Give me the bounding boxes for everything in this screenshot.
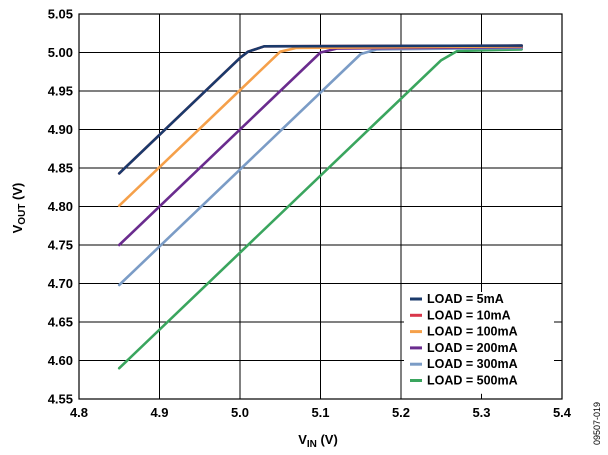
y-tick-label: 4.75 (48, 238, 73, 253)
x-axis-title-sub: IN (307, 439, 317, 450)
series-line-0 (117, 44, 524, 175)
x-tick-label: 5.0 (231, 405, 249, 420)
legend-label: LOAD = 5mA (427, 292, 504, 306)
y-tick-label: 4.85 (48, 161, 73, 176)
y-tick-label: 4.65 (48, 315, 73, 330)
y-tick-label: 4.70 (48, 276, 73, 291)
series-lines (117, 44, 524, 370)
x-axis-title-unit: (V) (317, 432, 338, 447)
y-axis-title: VOUT (V) (10, 183, 28, 234)
x-tick-label: 4.9 (150, 405, 168, 420)
legend-background (404, 292, 554, 394)
y-axis-title-sub: OUT (17, 204, 28, 225)
legend-label: LOAD = 500mA (427, 374, 518, 388)
y-tick-label: 5.05 (48, 7, 73, 22)
legend-label: LOAD = 300mA (427, 357, 518, 371)
x-tick-label: 5.4 (553, 405, 572, 420)
legend: LOAD = 5mA LOAD = 10mA LOAD = 100mA LOAD = … (404, 292, 554, 394)
y-tick-label: 4.80 (48, 199, 73, 214)
x-tick-label: 5.1 (311, 405, 329, 420)
x-tick-label: 5.3 (472, 405, 490, 420)
plot-frame (78, 13, 563, 400)
y-tick-labels: 4.55 4.60 4.65 4.70 4.75 4.80 4.85 4.90 4.95 5.00… (48, 7, 73, 407)
figure-id: 09507-019 (592, 402, 602, 445)
x-tick-label: 5.2 (392, 405, 410, 420)
x-tick-label: 4.8 (70, 405, 88, 420)
y-axis-title-main: V (10, 224, 25, 233)
y-tick-label: 4.55 (48, 392, 73, 407)
y-tick-label: 4.60 (48, 353, 73, 368)
legend-label: LOAD = 200mA (427, 341, 518, 355)
y-tick-label: 4.90 (48, 122, 73, 137)
y-tick-label: 4.95 (48, 84, 73, 99)
y-axis-title-unit: (V) (10, 183, 25, 204)
x-axis-title: VIN (V) (298, 432, 338, 450)
series-line-5 (117, 48, 524, 370)
x-axis-title-main: V (298, 432, 307, 447)
y-tick-label: 5.00 (48, 45, 73, 60)
x-tick-labels: 4.8 4.9 5.0 5.1 5.2 5.3 5.4 (70, 405, 572, 420)
legend-label: LOAD = 10mA (427, 308, 511, 322)
legend-label: LOAD = 100mA (427, 325, 518, 339)
